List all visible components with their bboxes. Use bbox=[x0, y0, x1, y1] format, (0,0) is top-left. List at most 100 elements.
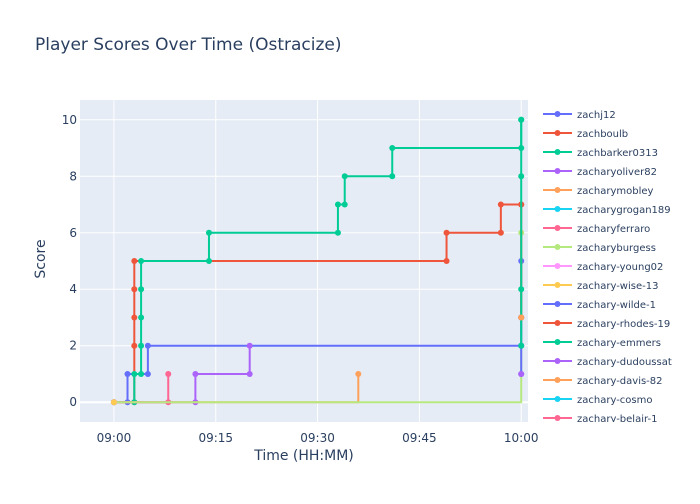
legend-marker bbox=[554, 415, 561, 421]
legend-label: zacharymobley bbox=[577, 186, 654, 197]
series-zachary-dudoussat[interactable] bbox=[518, 370, 525, 377]
series-zachary-davis-82[interactable] bbox=[518, 314, 525, 321]
data-point[interactable] bbox=[518, 116, 525, 123]
legend-item[interactable]: zachary-dudoussat bbox=[543, 357, 672, 368]
legend-item[interactable]: zachbarker0313 bbox=[543, 148, 658, 159]
data-point[interactable] bbox=[389, 145, 396, 152]
legend-label: zachbarker0313 bbox=[577, 148, 658, 159]
legend-item[interactable]: zacharymobley bbox=[543, 186, 654, 197]
y-axis-ticks: 0 2 4 6 8 10 bbox=[62, 113, 77, 409]
legend-marker bbox=[554, 168, 561, 174]
legend-item[interactable]: zachary-emmers bbox=[543, 338, 661, 349]
data-point[interactable] bbox=[518, 342, 525, 349]
legend-marker bbox=[554, 130, 561, 136]
data-point[interactable] bbox=[144, 370, 151, 377]
data-point[interactable] bbox=[518, 370, 525, 377]
data-point[interactable] bbox=[110, 399, 117, 406]
legend-marker bbox=[554, 187, 561, 193]
data-point[interactable] bbox=[144, 342, 151, 349]
data-point[interactable] bbox=[165, 370, 172, 377]
data-point[interactable] bbox=[341, 201, 348, 208]
legend-item[interactable]: zachary-wise-13 bbox=[543, 281, 658, 292]
legend-item[interactable]: zachary-davis-82 bbox=[543, 376, 663, 387]
legend-item[interactable]: zachary-rhodes-19 bbox=[543, 319, 670, 330]
data-point[interactable] bbox=[246, 370, 253, 377]
y-tick-label: 4 bbox=[69, 282, 77, 296]
data-point[interactable] bbox=[497, 229, 504, 236]
x-axis-label: Time (HH:MM) bbox=[253, 448, 354, 464]
x-tick-label: 09:15 bbox=[198, 431, 233, 445]
legend-item[interactable]: zacharyburgess bbox=[543, 243, 656, 254]
legend-label: zacharygrogan189 bbox=[577, 205, 671, 216]
data-point[interactable] bbox=[205, 229, 212, 236]
y-axis-label: Score bbox=[33, 239, 49, 278]
legend-label: zachboulb bbox=[577, 129, 628, 140]
data-point[interactable] bbox=[334, 229, 341, 236]
x-tick-label: 09:45 bbox=[402, 431, 437, 445]
legend[interactable]: zachj12 zachboulb zachbarker0313 zacharyoli… bbox=[543, 110, 672, 425]
legend-marker bbox=[554, 396, 561, 402]
legend-label: zachary-belair-1 bbox=[577, 414, 657, 425]
legend-item[interactable]: zachary-wilde-1 bbox=[543, 300, 656, 311]
data-point[interactable] bbox=[124, 370, 131, 377]
legend-marker bbox=[554, 339, 561, 345]
legend-item[interactable]: zachary-belair-1 bbox=[543, 414, 657, 425]
series-zachary-wise-13[interactable] bbox=[110, 399, 117, 406]
data-point[interactable] bbox=[131, 314, 138, 321]
data-point[interactable] bbox=[497, 201, 504, 208]
legend-marker bbox=[554, 377, 561, 383]
chart-title: Player Scores Over Time (Ostracize) bbox=[35, 35, 342, 55]
legend-label: zachary-wise-13 bbox=[577, 281, 658, 292]
y-tick-label: 10 bbox=[62, 113, 77, 127]
data-point[interactable] bbox=[138, 258, 145, 264]
y-tick-label: 6 bbox=[69, 226, 77, 240]
legend-label: zachary-young02 bbox=[577, 262, 663, 273]
data-point[interactable] bbox=[389, 173, 396, 180]
legend-item[interactable]: zachary-cosmo bbox=[543, 395, 653, 406]
legend-marker bbox=[554, 149, 561, 155]
traces bbox=[110, 116, 525, 406]
legend-label: zachary-cosmo bbox=[577, 395, 653, 406]
legend-label: zachj12 bbox=[577, 110, 616, 121]
legend-marker bbox=[554, 263, 561, 269]
x-tick-label: 09:00 bbox=[97, 431, 132, 445]
legend-item[interactable]: zachboulb bbox=[543, 129, 628, 140]
data-point[interactable] bbox=[192, 370, 199, 377]
legend-label: zachary-emmers bbox=[577, 338, 661, 349]
data-point[interactable] bbox=[131, 342, 138, 349]
data-point[interactable] bbox=[518, 286, 525, 293]
data-point[interactable] bbox=[131, 286, 138, 293]
data-point[interactable] bbox=[138, 342, 145, 349]
legend-marker bbox=[554, 206, 561, 212]
legend-marker bbox=[554, 225, 561, 231]
data-point[interactable] bbox=[355, 370, 362, 377]
data-point[interactable] bbox=[138, 314, 145, 321]
legend-label: zachary-wilde-1 bbox=[577, 300, 656, 311]
legend-label: zachary-rhodes-19 bbox=[577, 319, 670, 330]
legend-item[interactable]: zachary-young02 bbox=[543, 262, 663, 273]
legend-label: zachary-dudoussat bbox=[577, 357, 672, 368]
y-tick-label: 8 bbox=[69, 169, 77, 183]
data-point[interactable] bbox=[138, 286, 145, 293]
data-point[interactable] bbox=[131, 370, 138, 377]
legend-item[interactable]: zacharyferraro bbox=[543, 224, 650, 235]
x-tick-label: 10:00 bbox=[504, 431, 539, 445]
legend-item[interactable]: zacharygrogan189 bbox=[543, 205, 671, 216]
data-point[interactable] bbox=[246, 342, 253, 349]
data-point[interactable] bbox=[334, 201, 341, 208]
data-point[interactable] bbox=[341, 173, 348, 180]
legend-label: zacharyoliver82 bbox=[577, 167, 657, 178]
legend-item[interactable]: zacharyoliver82 bbox=[543, 167, 657, 178]
data-point[interactable] bbox=[205, 258, 212, 264]
legend-label: zacharyferraro bbox=[577, 224, 650, 235]
y-tick-label: 0 bbox=[69, 395, 77, 409]
data-point[interactable] bbox=[518, 314, 525, 321]
legend-marker bbox=[554, 111, 561, 117]
legend-item[interactable]: zachj12 bbox=[543, 110, 616, 121]
data-point[interactable] bbox=[131, 258, 138, 264]
data-point[interactable] bbox=[443, 229, 450, 236]
data-point[interactable] bbox=[518, 173, 525, 180]
data-point[interactable] bbox=[443, 258, 450, 264]
data-point[interactable] bbox=[138, 370, 145, 377]
